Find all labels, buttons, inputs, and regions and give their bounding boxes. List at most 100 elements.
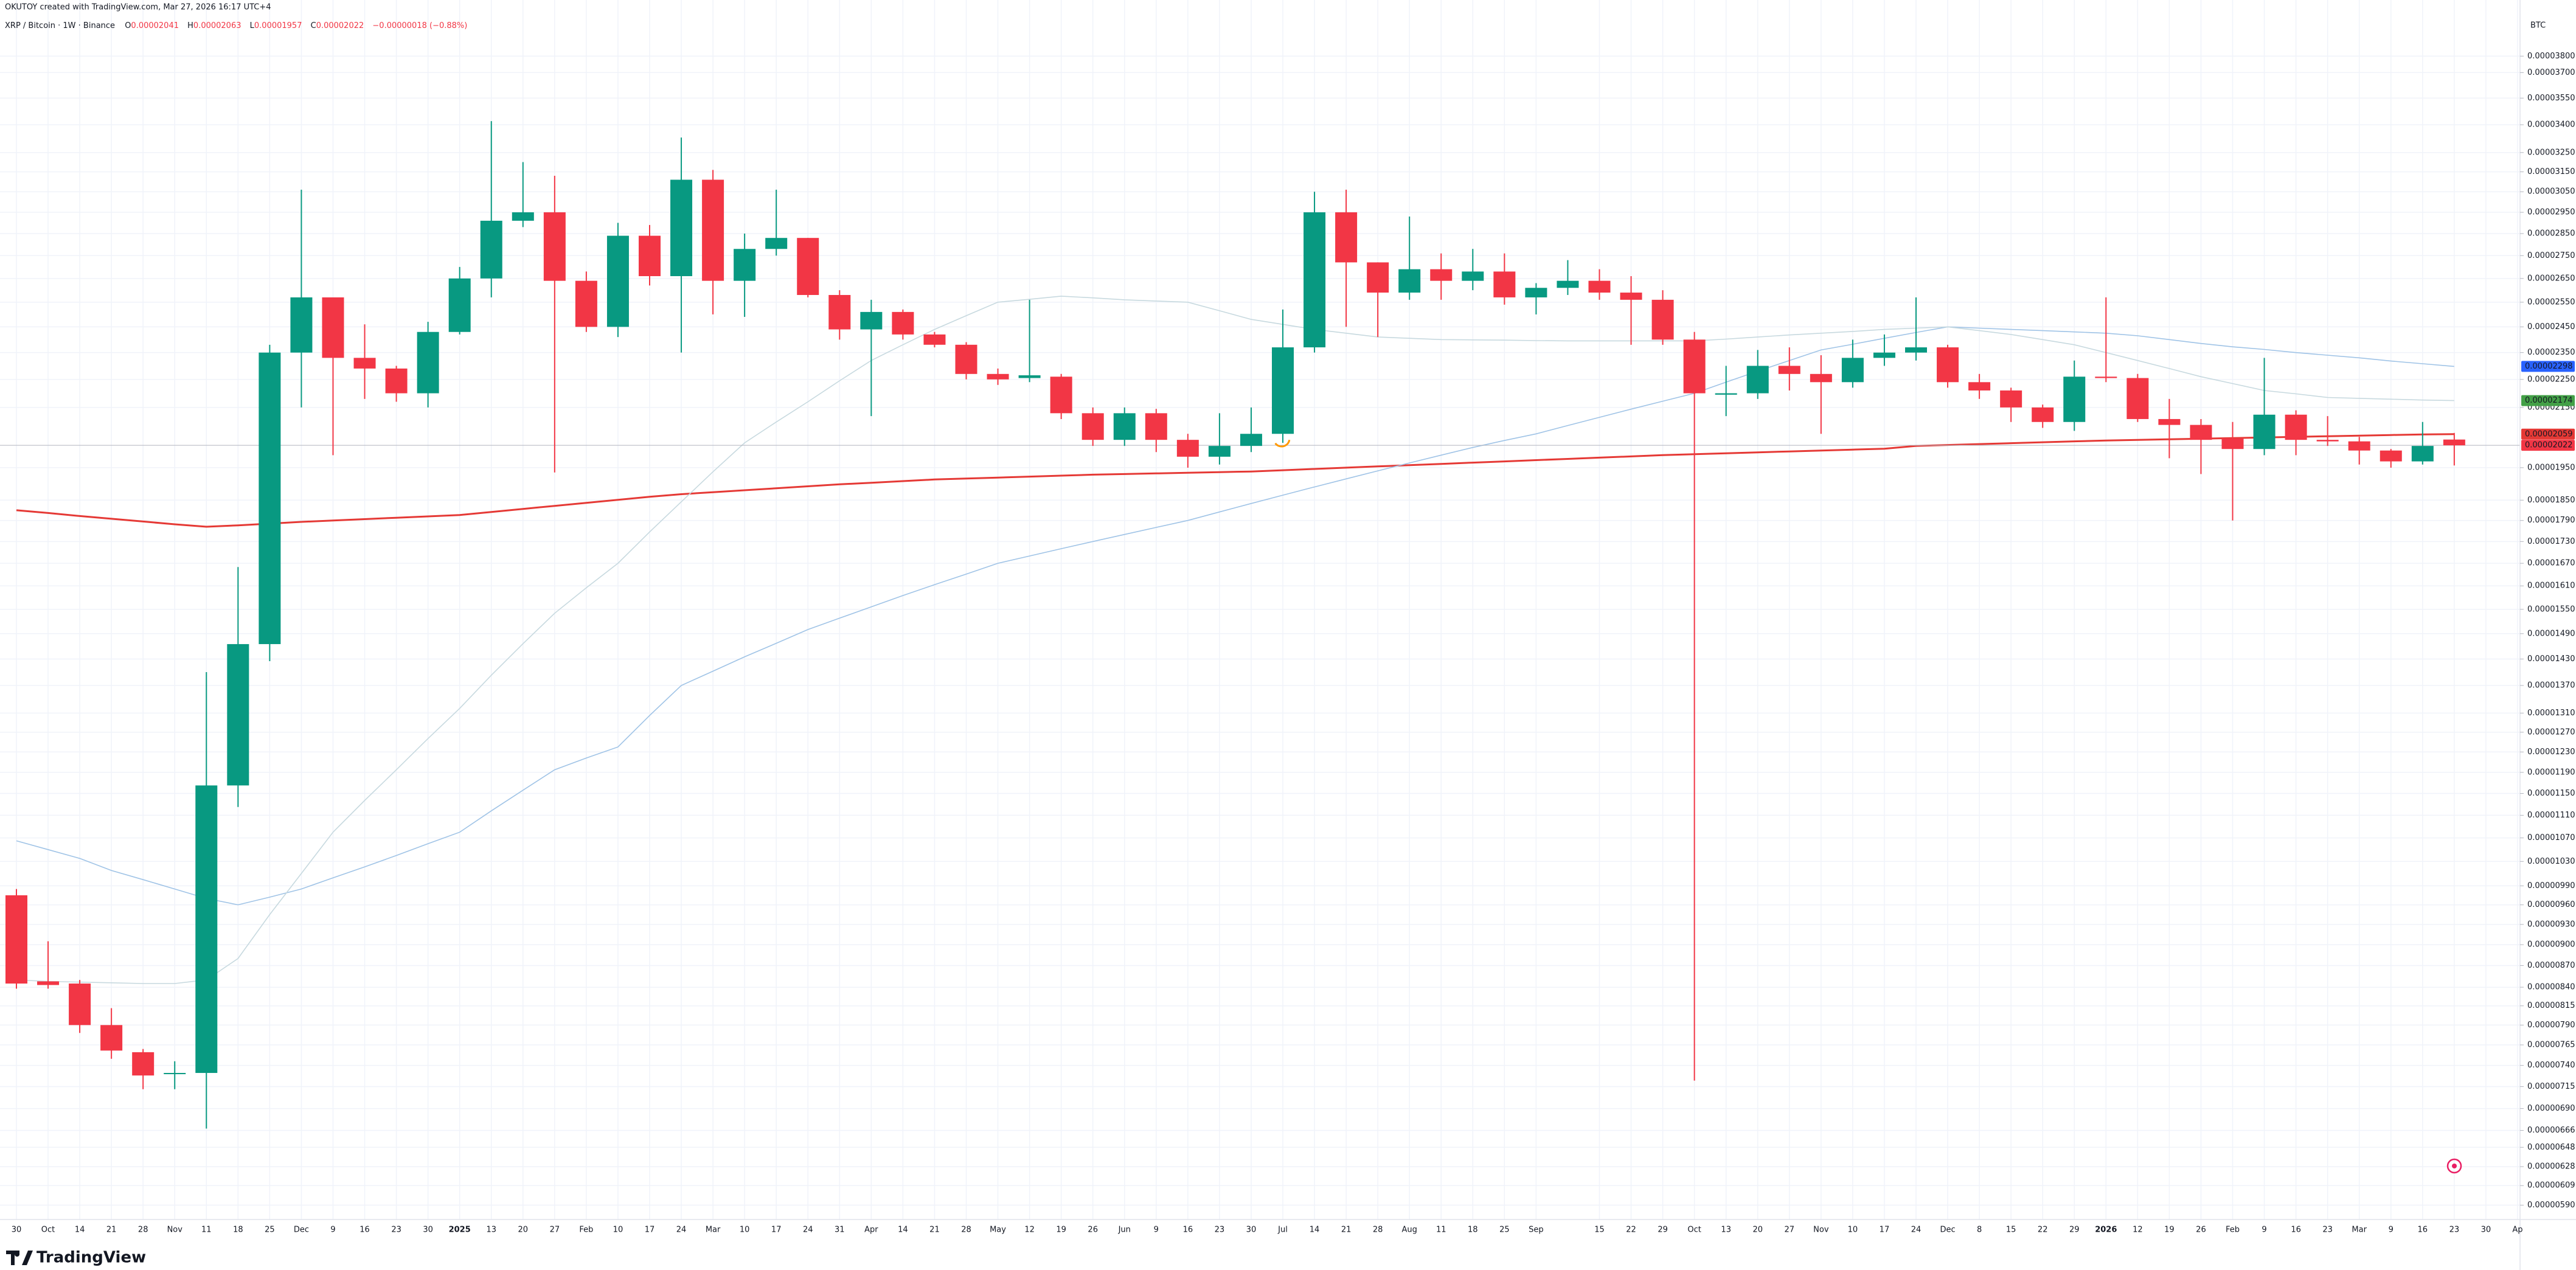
ma-line	[16, 296, 2454, 984]
y-tick-label: 0.00001110	[2527, 811, 2575, 820]
candle-body	[1588, 280, 1611, 293]
watermark: TradingView	[6, 1249, 146, 1267]
y-tick-label: 0.00000590	[2527, 1201, 2575, 1210]
ma-line	[16, 433, 2454, 528]
y-tick-label: 0.00003050	[2527, 187, 2575, 196]
x-tick-label: 14	[75, 1226, 85, 1235]
x-tick-label: 14	[1310, 1226, 1320, 1235]
x-tick-label: 11	[1436, 1226, 1446, 1235]
candle-body	[2158, 418, 2181, 425]
candle-body	[1525, 288, 1547, 297]
x-tick-label: 28	[1373, 1226, 1383, 1235]
y-tick-label: 0.00002250	[2527, 375, 2575, 384]
candle-body	[797, 238, 819, 295]
y-tick-label: 0.00000666	[2527, 1126, 2575, 1135]
candle-body	[1367, 262, 1389, 293]
ma-line	[16, 326, 2454, 906]
x-tick-label: 19	[1056, 1226, 1066, 1235]
candle-body	[1620, 293, 1642, 300]
x-tick-label: Mar	[2352, 1226, 2367, 1235]
candle-body	[670, 179, 693, 277]
x-tick-label: 28	[961, 1226, 971, 1235]
candle-body	[923, 334, 946, 345]
candle-body	[860, 311, 883, 330]
candle-body	[1430, 269, 1453, 281]
candle-body	[227, 644, 249, 786]
candle-body	[2126, 378, 2149, 419]
x-tick-label: 17	[1880, 1226, 1890, 1235]
candle-body	[2411, 446, 2434, 462]
candle-body	[987, 373, 1009, 380]
candle-body	[1493, 271, 1516, 297]
candle-body	[1335, 212, 1358, 263]
candle-body	[765, 238, 788, 249]
x-tick-label: 31	[835, 1226, 845, 1235]
candle-body	[639, 235, 661, 277]
candle-body	[1081, 413, 1104, 440]
x-tick-label: 29	[1658, 1226, 1668, 1235]
x-tick-label: 13	[1721, 1226, 1731, 1235]
candle-body	[828, 294, 851, 330]
x-tick-label: 9	[330, 1226, 335, 1235]
x-tick-label: Apr	[864, 1226, 878, 1235]
candle-body	[2285, 414, 2307, 440]
x-tick-label: 23	[1215, 1226, 1225, 1235]
price-badge	[2521, 428, 2575, 440]
x-tick-label: Nov	[167, 1226, 183, 1235]
x-tick-label: Nov	[1813, 1226, 1829, 1235]
y-tick-label: 0.00001790	[2527, 516, 2575, 525]
currency: BTC	[2530, 21, 2546, 30]
candle-body	[1683, 339, 1706, 394]
y-tick-label: 0.00000870	[2527, 961, 2575, 970]
y-tick-label: 0.00001550	[2527, 605, 2575, 614]
candle-body	[1778, 366, 1800, 374]
candle-body	[606, 235, 629, 327]
x-tick-label: Feb	[2226, 1226, 2240, 1235]
y-tick-label: 0.00001850	[2527, 496, 2575, 505]
candle-body	[1018, 375, 1041, 378]
legend-value: 0.00002022	[316, 21, 364, 30]
x-tick-label: 16	[359, 1226, 370, 1235]
x-tick-label: 23	[391, 1226, 401, 1235]
x-tick-label: Dec	[1940, 1226, 1955, 1235]
symbol: XRP / Bitcoin · 1W · Binance	[5, 21, 115, 30]
y-tick-label: 0.00000930	[2527, 920, 2575, 929]
x-tick-label: 30	[1246, 1226, 1257, 1235]
alert-icon[interactable]	[2446, 1158, 2462, 1174]
candle-body	[734, 249, 756, 281]
candle-body	[2380, 450, 2402, 462]
x-tick-label: 25	[265, 1226, 275, 1235]
x-tick-label: Sep	[1529, 1226, 1544, 1235]
candle-body	[2032, 407, 2054, 422]
x-tick-label: Dec	[294, 1226, 309, 1235]
legend-key: H	[187, 21, 193, 30]
x-tick-label: 9	[1154, 1226, 1159, 1235]
y-tick-label: 0.00002450	[2527, 322, 2575, 331]
y-tick-label: 0.00001070	[2527, 833, 2575, 842]
x-tick-label: 12	[1024, 1226, 1035, 1235]
candle-body	[69, 984, 91, 1025]
y-tick-label: 0.00000900	[2527, 940, 2575, 949]
candle-body	[417, 331, 439, 394]
x-tick-label: 24	[803, 1226, 813, 1235]
watermark-text: TradingView	[36, 1249, 146, 1267]
price-badge-label: 0.00002174	[2525, 396, 2573, 405]
moving-averages	[0, 296, 2520, 984]
legend-key: L	[250, 21, 255, 30]
candle-body	[892, 311, 914, 335]
x-tick-label: May	[990, 1226, 1006, 1235]
y-tick-label: 0.00002750	[2527, 251, 2575, 260]
candle-body	[1176, 440, 1199, 457]
candle-body	[2316, 440, 2339, 442]
y-tick-label: 0.00000648	[2527, 1143, 2575, 1152]
attribution: OKUTOY created with TradingView.com, Mar…	[5, 3, 271, 12]
x-tick-label: 18	[233, 1226, 243, 1235]
candle-body	[448, 278, 471, 332]
candle-body	[512, 212, 534, 221]
candle-body	[2000, 390, 2022, 408]
y-tick-label: 0.00002550	[2527, 297, 2575, 307]
candle-body	[543, 212, 566, 281]
x-tick-label: Oct	[1687, 1226, 1701, 1235]
x-tick-label: 22	[2038, 1226, 2048, 1235]
event-marker[interactable]	[1272, 429, 1291, 448]
